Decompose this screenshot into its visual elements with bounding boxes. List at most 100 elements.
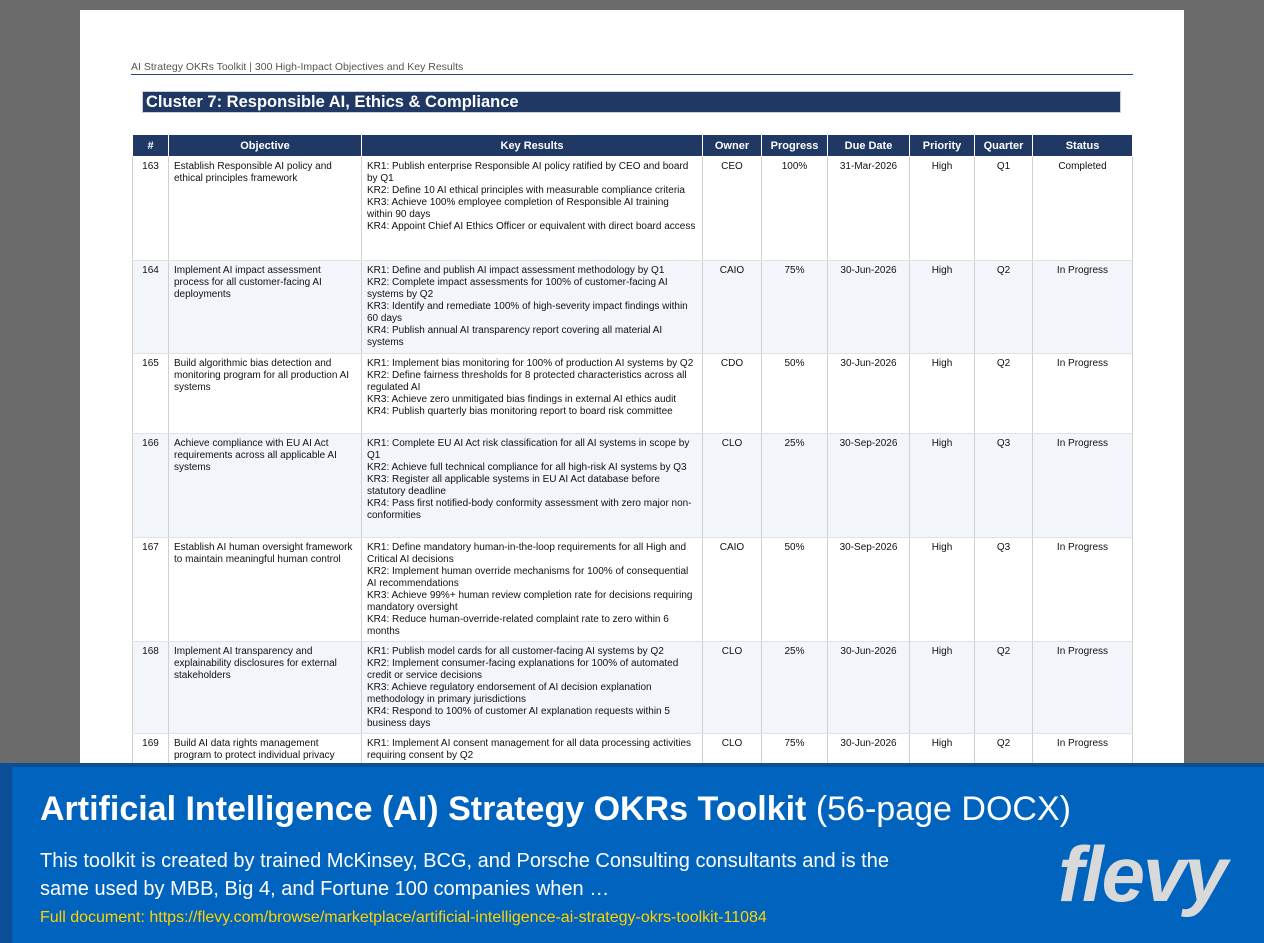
key-results-cell: KR1: Implement bias monitoring for 100% … <box>361 353 703 434</box>
table-row: 165 Build algorithmic bias detection and… <box>132 353 1133 434</box>
document-page: AI Strategy OKRs Toolkit | 300 High-Impa… <box>80 10 1184 770</box>
cluster-title: Cluster 7: Responsible AI, Ethics & Comp… <box>142 91 1121 113</box>
banner-description: This toolkit is created by trained McKin… <box>40 850 889 900</box>
objective-cell: Establish Responsible AI policy and ethi… <box>168 156 362 261</box>
quarter-cell: Q2 <box>974 260 1033 354</box>
priority-cell: High <box>909 641 975 734</box>
objective-cell: Implement AI transparency and explainabi… <box>168 641 362 734</box>
row-number: 166 <box>132 433 169 538</box>
column-header: Status <box>1032 134 1133 157</box>
key-result: KR2: Define 10 AI ethical principles wit… <box>367 185 685 196</box>
table-header-row: # Objective Key Results Owner Progress D… <box>132 134 1133 157</box>
column-header: Key Results <box>361 134 703 157</box>
table-row: 167 Establish AI human oversight framewo… <box>132 537 1133 642</box>
priority-cell: High <box>909 433 975 538</box>
key-result: KR2: Achieve full technical compliance f… <box>367 462 687 473</box>
banner-top-edge <box>0 763 1264 767</box>
table-row: 164 Implement AI impact assessment proce… <box>132 260 1133 354</box>
key-result: KR4: Pass first notified-body conformity… <box>367 498 692 521</box>
table-row: 168 Implement AI transparency and explai… <box>132 641 1133 734</box>
progress-cell: 50% <box>761 353 828 434</box>
owner-cell: CLO <box>702 433 762 538</box>
key-result: KR3: Achieve 100% employee completion of… <box>367 197 669 220</box>
quarter-cell: Q2 <box>974 353 1033 434</box>
progress-cell: 75% <box>761 260 828 354</box>
quarter-cell: Q3 <box>974 537 1033 642</box>
key-result: KR4: Reduce human-override-related compl… <box>367 614 669 637</box>
key-results-cell: KR1: Publish enterprise Responsible AI p… <box>361 156 703 261</box>
status-cell: Completed <box>1032 156 1133 261</box>
key-result: KR1: Publish model cards for all custome… <box>367 646 664 657</box>
flevy-logo[interactable]: flevy <box>1058 830 1228 918</box>
key-result: KR1: Define mandatory human-in-the-loop … <box>367 542 687 565</box>
banner-title-main: Artificial Intelligence (AI) Strategy OK… <box>40 790 807 828</box>
key-result: KR3: Register all applicable systems in … <box>367 474 660 497</box>
row-number: 164 <box>132 260 169 354</box>
status-cell: In Progress <box>1032 260 1133 354</box>
table-row: 169 Build AI data rights management prog… <box>132 733 1133 770</box>
status-cell: In Progress <box>1032 433 1133 538</box>
key-result: KR1: Implement AI consent management for… <box>367 738 692 761</box>
due-date-cell: 30-Sep-2026 <box>827 537 910 642</box>
key-result: KR4: Publish annual AI transparency repo… <box>367 325 663 348</box>
key-results-cell: KR1: Publish model cards for all custome… <box>361 641 703 734</box>
quarter-cell: Q3 <box>974 433 1033 538</box>
owner-cell: CDO <box>702 353 762 434</box>
owner-cell: CAIO <box>702 537 762 642</box>
key-results-cell: KR1: Define and publish AI impact assess… <box>361 260 703 354</box>
progress-cell: 25% <box>761 433 828 538</box>
full-document-link[interactable]: Full document: https://flevy.com/browse/… <box>40 909 767 926</box>
owner-cell: CEO <box>702 156 762 261</box>
progress-cell: 100% <box>761 156 828 261</box>
table-row: 166 Achieve compliance with EU AI Act re… <box>132 433 1133 538</box>
column-header: Priority <box>909 134 975 157</box>
column-header: Progress <box>761 134 828 157</box>
key-results-cell: KR1: Complete EU AI Act risk classificat… <box>361 433 703 538</box>
key-result: KR1: Complete EU AI Act risk classificat… <box>367 438 690 461</box>
owner-cell: CLO <box>702 641 762 734</box>
key-result: KR2: Complete impact assessments for 100… <box>367 277 668 300</box>
promo-banner: Artificial Intelligence (AI) Strategy OK… <box>0 763 1264 943</box>
owner-cell: CAIO <box>702 260 762 354</box>
column-header: # <box>132 134 169 157</box>
due-date-cell: 30-Jun-2026 <box>827 260 910 354</box>
key-result: KR4: Appoint Chief AI Ethics Officer or … <box>367 221 696 232</box>
key-result: KR2: Define fairness thresholds for 8 pr… <box>367 370 687 393</box>
row-number: 168 <box>132 641 169 734</box>
running-header: AI Strategy OKRs Toolkit | 300 High-Impa… <box>131 61 1133 75</box>
objective-cell: Build algorithmic bias detection and mon… <box>168 353 362 434</box>
okr-table: # Objective Key Results Owner Progress D… <box>132 134 1133 770</box>
row-number: 167 <box>132 537 169 642</box>
key-result: KR3: Identify and remediate 100% of high… <box>367 301 688 324</box>
key-result: KR1: Implement bias monitoring for 100% … <box>367 358 694 369</box>
column-header: Objective <box>168 134 362 157</box>
column-header: Owner <box>702 134 762 157</box>
priority-cell: High <box>909 156 975 261</box>
banner-side-edge <box>0 763 12 943</box>
objective-cell: Achieve compliance with EU AI Act requir… <box>168 433 362 538</box>
key-result: KR2: Implement consumer-facing explanati… <box>367 658 679 681</box>
quarter-cell: Q2 <box>974 641 1033 734</box>
key-result: KR1: Publish enterprise Responsible AI p… <box>367 161 689 184</box>
banner-title-format: (56-page DOCX) <box>815 790 1071 828</box>
table-row: 163 Establish Responsible AI policy and … <box>132 156 1133 261</box>
due-date-cell: 30-Jun-2026 <box>827 641 910 734</box>
due-date-cell: 31-Mar-2026 <box>827 156 910 261</box>
priority-cell: High <box>909 537 975 642</box>
key-result: KR3: Achieve regulatory endorsement of A… <box>367 682 652 705</box>
progress-cell: 25% <box>761 641 828 734</box>
column-header: Due Date <box>827 134 910 157</box>
row-number: 163 <box>132 156 169 261</box>
row-number: 165 <box>132 353 169 434</box>
priority-cell: High <box>909 260 975 354</box>
key-result: KR4: Publish quarterly bias monitoring r… <box>367 406 673 417</box>
key-results-cell: KR1: Define mandatory human-in-the-loop … <box>361 537 703 642</box>
key-result: KR2: Implement human override mechanisms… <box>367 566 689 589</box>
progress-cell: 50% <box>761 537 828 642</box>
due-date-cell: 30-Sep-2026 <box>827 433 910 538</box>
quarter-cell: Q1 <box>974 156 1033 261</box>
objective-cell: Implement AI impact assessment process f… <box>168 260 362 354</box>
priority-cell: High <box>909 353 975 434</box>
key-result: KR3: Achieve zero unmitigated bias findi… <box>367 394 677 405</box>
key-result: KR3: Achieve 99%+ human review completio… <box>367 590 693 613</box>
